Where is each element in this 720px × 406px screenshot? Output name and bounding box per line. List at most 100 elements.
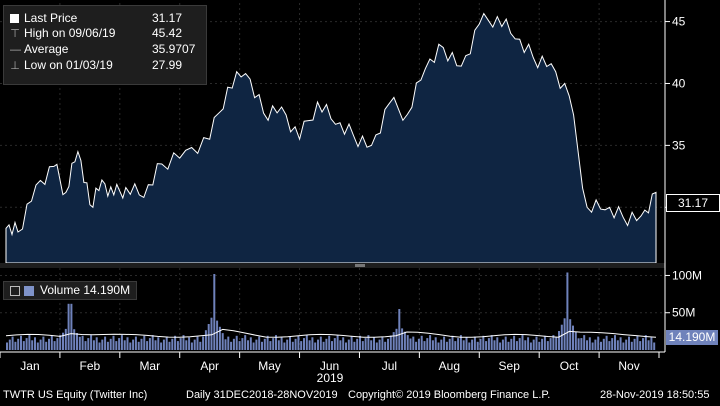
legend-low[interactable]: ⊥ Low on 01/03/19 27.99 xyxy=(10,58,183,72)
volume-bar xyxy=(487,338,490,350)
volume-bar xyxy=(45,341,48,350)
volume-bar xyxy=(504,336,507,350)
security-label: TWTR US Equity (Twitter Inc) xyxy=(3,389,148,401)
volume-bar xyxy=(543,335,546,350)
volume-bar xyxy=(255,339,258,350)
volume-tick-label: 50M xyxy=(672,306,695,320)
volume-bar xyxy=(333,338,336,350)
volume-bar xyxy=(614,335,616,350)
volume-bar xyxy=(252,342,255,350)
month-label: Nov xyxy=(618,359,639,373)
volume-bar xyxy=(289,336,291,350)
volume-bar xyxy=(218,326,221,350)
volume-bar xyxy=(387,338,389,350)
volume-bar xyxy=(361,341,364,350)
pane-divider-handle[interactable] xyxy=(355,264,365,267)
volume-bar xyxy=(378,339,381,350)
volume-legend-toggle-icon[interactable] xyxy=(10,286,20,296)
price-tick-label: 35 xyxy=(672,138,686,152)
volume-bar xyxy=(412,336,415,350)
volume-bar xyxy=(277,340,280,350)
volume-legend[interactable]: Volume 14.190M xyxy=(3,281,137,300)
high-marker-icon: ⊤ xyxy=(10,28,20,40)
volume-bar xyxy=(157,337,160,350)
volume-bar xyxy=(120,335,123,350)
volume-bar xyxy=(448,338,451,350)
volume-bar xyxy=(235,335,238,350)
volume-bar xyxy=(395,328,398,350)
volume-bar xyxy=(328,335,331,350)
volume-bar xyxy=(426,338,429,350)
month-label: Feb xyxy=(80,359,101,373)
volume-bar xyxy=(190,342,193,350)
volume-bar xyxy=(345,342,347,350)
volume-bar xyxy=(389,335,392,350)
volume-grid xyxy=(0,268,665,350)
volume-bar xyxy=(109,338,112,350)
month-label: Apr xyxy=(200,359,219,373)
volume-bar xyxy=(541,338,544,350)
price-axis: 45403530 xyxy=(665,15,686,214)
volume-bar xyxy=(70,303,73,350)
volume-bar xyxy=(482,335,485,350)
month-label: Oct xyxy=(560,359,579,373)
volume-bar xyxy=(630,341,633,350)
volume-bar xyxy=(28,335,31,350)
volume-bar xyxy=(653,342,656,350)
volume-bar xyxy=(443,336,446,350)
volume-bar xyxy=(275,335,277,350)
volume-bar xyxy=(336,335,339,350)
volume-bar xyxy=(356,338,359,350)
legend-average[interactable]: — Average 35.9707 xyxy=(10,42,196,56)
volume-bar xyxy=(574,331,577,350)
volume-bar xyxy=(64,328,67,350)
volume-bar xyxy=(471,339,474,350)
volume-bar xyxy=(73,329,76,350)
volume-bar xyxy=(608,341,611,350)
volume-bar xyxy=(238,341,241,350)
date-range-label: Daily 31DEC2018-28NOV2019 xyxy=(186,389,338,401)
pane-divider[interactable] xyxy=(0,263,665,268)
volume-bar xyxy=(319,336,322,350)
volume-bar xyxy=(339,340,342,350)
volume-tick-label: 100M xyxy=(672,268,702,282)
volume-bar xyxy=(493,340,496,350)
volume-bar xyxy=(160,342,163,350)
volume-bar xyxy=(583,335,586,350)
status-footer: TWTR US Equity (Twitter Inc) Daily 31DEC… xyxy=(0,386,720,406)
volume-bar xyxy=(538,341,541,350)
volume-bar xyxy=(434,337,437,350)
volume-bar xyxy=(294,338,297,350)
volume-bar xyxy=(104,336,107,350)
month-label: Sep xyxy=(499,359,521,373)
average-value: 35.9707 xyxy=(152,42,196,56)
volume-axis: 100M 50M xyxy=(665,268,702,320)
volume-bar xyxy=(572,325,574,350)
volume-bar xyxy=(392,332,395,350)
price-legend[interactable]: Last Price 31.17 ⊤ High on 09/06/19 45.42… xyxy=(3,5,207,85)
volume-bar xyxy=(515,341,518,350)
volume-bar xyxy=(171,338,174,350)
volume-bar xyxy=(31,340,34,350)
volume-bar xyxy=(521,335,524,350)
volume-bar xyxy=(451,335,454,350)
month-label: Jun xyxy=(320,359,339,373)
volume-bar xyxy=(6,342,8,350)
volume-bar xyxy=(137,341,140,350)
price-tick-label: 45 xyxy=(672,15,686,29)
volume-bar xyxy=(53,341,56,350)
volume-bar xyxy=(569,319,572,350)
month-label: May xyxy=(258,359,281,373)
volume-bar xyxy=(479,338,482,350)
volume-bar xyxy=(174,335,177,350)
legend-last-price[interactable]: Last Price 31.17 xyxy=(10,11,182,26)
legend-high[interactable]: ⊤ High on 09/06/19 45.42 xyxy=(10,26,183,40)
volume-bar xyxy=(580,338,583,350)
month-label: Mar xyxy=(139,359,160,373)
last-price-value: 31.17 xyxy=(152,11,183,25)
volume-bar xyxy=(375,342,378,350)
volume-bar xyxy=(232,338,235,350)
volume-tag: 14.190M xyxy=(666,330,718,345)
volume-bar xyxy=(62,332,64,350)
volume-bar xyxy=(78,336,81,350)
